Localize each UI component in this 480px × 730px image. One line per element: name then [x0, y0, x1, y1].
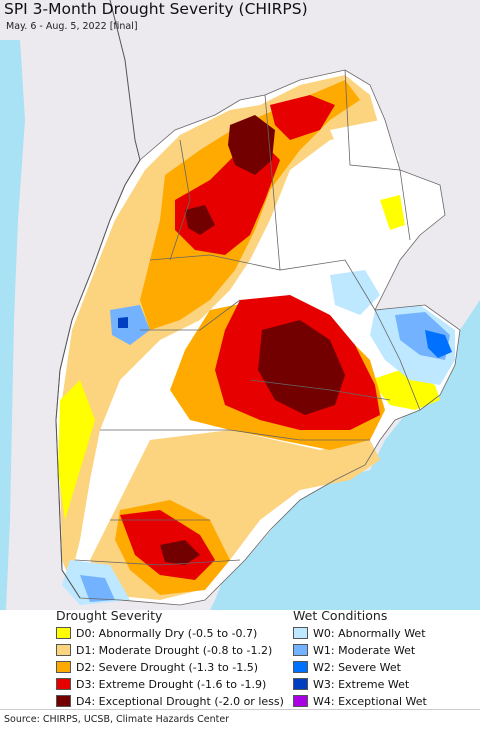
d0-zone-3: [380, 195, 405, 230]
d3-swatch: [56, 678, 71, 690]
d0-swatch: [56, 627, 71, 639]
d1-swatch: [56, 644, 71, 656]
legend-item-w0: W0: Abnormally Wet: [293, 625, 426, 641]
legend-label: D1: Moderate Drought (-0.8 to -1.2): [76, 643, 273, 657]
w4-swatch: [293, 695, 308, 707]
d2-swatch: [56, 661, 71, 673]
legend-item-d3: D3: Extreme Drought (-1.6 to -1.9): [56, 676, 266, 692]
d4-zone-4: [185, 205, 215, 235]
chile-border: [55, 0, 141, 599]
d4-zone-3: [160, 540, 200, 565]
drought-legend-heading: Drought Severity: [56, 608, 163, 623]
pacific-coast: [0, 40, 25, 610]
legend-item-d1: D1: Moderate Drought (-0.8 to -1.2): [56, 642, 272, 658]
d4-zone-2: [228, 115, 275, 175]
d4-zone: [258, 320, 345, 415]
legend-item-w4: W4: Exceptional Wet: [293, 693, 427, 709]
legend-label: W1: Moderate Wet: [313, 643, 416, 657]
w1-zone-3: [110, 305, 150, 345]
legend-item-d2: D2: Severe Drought (-1.3 to -1.5): [56, 659, 258, 675]
d1-zone: [60, 75, 380, 580]
map-title: SPI 3-Month Drought Severity (CHIRPS): [4, 0, 308, 18]
legend-item-w2: W2: Severe Wet: [293, 659, 401, 675]
w1-swatch: [293, 644, 308, 656]
d3-zone-4: [270, 95, 335, 140]
legend-label: W3: Extreme Wet: [313, 677, 410, 691]
w0-swatch: [293, 627, 308, 639]
footer-divider: [0, 709, 480, 710]
legend-label: D0: Abnormally Dry (-0.5 to -0.7): [76, 626, 258, 640]
w0-zone-4: [330, 120, 400, 175]
d0-zone: [58, 380, 95, 520]
w2-swatch: [293, 661, 308, 673]
legend-label: D4: Exceptional Drought (-2.0 or less): [76, 694, 284, 708]
w3-zone: [118, 317, 128, 328]
d4-swatch: [56, 695, 71, 707]
legend-item-d0: D0: Abnormally Dry (-0.5 to -0.7): [56, 625, 257, 641]
w0-zone-2: [330, 270, 380, 315]
w3-swatch: [293, 678, 308, 690]
w1-zone-2: [80, 575, 115, 602]
source-credit: Source: CHIRPS, UCSB, Climate Hazards Ce…: [4, 714, 230, 725]
w2-zone: [425, 330, 452, 358]
legend-label: D2: Severe Drought (-1.3 to -1.5): [76, 660, 259, 674]
legend-label: W2: Severe Wet: [313, 660, 401, 674]
legend-label: W0: Abnormally Wet: [313, 626, 426, 640]
wet-legend-heading: Wet Conditions: [293, 608, 388, 623]
legend-item-d4: D4: Exceptional Drought (-2.0 or less): [56, 693, 284, 709]
map-subtitle: May. 6 - Aug. 5, 2022 [final]: [6, 21, 138, 32]
drought-map: [0, 0, 480, 610]
legend-item-w3: W3: Extreme Wet: [293, 676, 409, 692]
legend-item-w1: W1: Moderate Wet: [293, 642, 415, 658]
legend-label: D3: Extreme Drought (-1.6 to -1.9): [76, 677, 267, 691]
legend-label: W4: Exceptional Wet: [313, 694, 427, 708]
